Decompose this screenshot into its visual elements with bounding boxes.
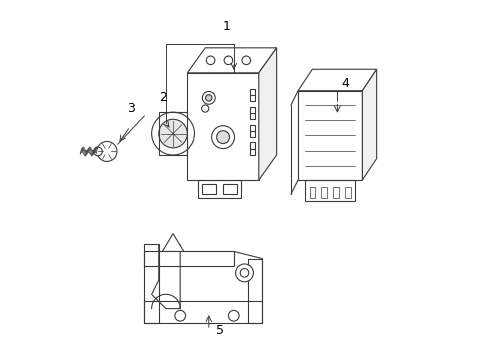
Text: 2: 2 — [159, 91, 166, 104]
Bar — [249, 107, 255, 119]
Polygon shape — [298, 69, 376, 91]
Bar — [345, 187, 350, 198]
Circle shape — [211, 126, 234, 149]
Bar — [201, 184, 216, 194]
Polygon shape — [187, 48, 276, 73]
Bar — [144, 301, 262, 323]
Bar — [198, 180, 241, 198]
Bar — [247, 258, 262, 323]
Circle shape — [228, 310, 239, 321]
Bar — [223, 184, 237, 194]
Circle shape — [202, 91, 215, 104]
Circle shape — [205, 95, 212, 101]
Bar — [305, 180, 354, 202]
Circle shape — [94, 147, 102, 156]
Circle shape — [240, 269, 248, 277]
Text: 1: 1 — [223, 20, 230, 33]
Bar — [249, 143, 255, 155]
Bar — [333, 187, 338, 198]
Circle shape — [175, 310, 185, 321]
Text: 4: 4 — [340, 77, 348, 90]
Bar — [321, 187, 326, 198]
Circle shape — [97, 141, 117, 161]
Bar — [249, 89, 255, 102]
Bar — [309, 187, 315, 198]
Text: 3: 3 — [126, 102, 134, 115]
Circle shape — [242, 56, 250, 64]
Circle shape — [201, 105, 208, 112]
Bar — [144, 251, 233, 266]
Circle shape — [216, 131, 229, 144]
Polygon shape — [362, 69, 376, 180]
Circle shape — [159, 119, 187, 148]
Polygon shape — [258, 48, 276, 180]
Bar — [144, 244, 159, 323]
Circle shape — [235, 264, 253, 282]
Text: 5: 5 — [216, 324, 224, 337]
Circle shape — [224, 56, 232, 64]
Bar — [159, 112, 187, 155]
Circle shape — [206, 56, 214, 64]
Bar — [187, 73, 258, 180]
Bar — [298, 91, 362, 180]
Circle shape — [151, 112, 194, 155]
Polygon shape — [162, 234, 183, 251]
Bar — [249, 125, 255, 137]
